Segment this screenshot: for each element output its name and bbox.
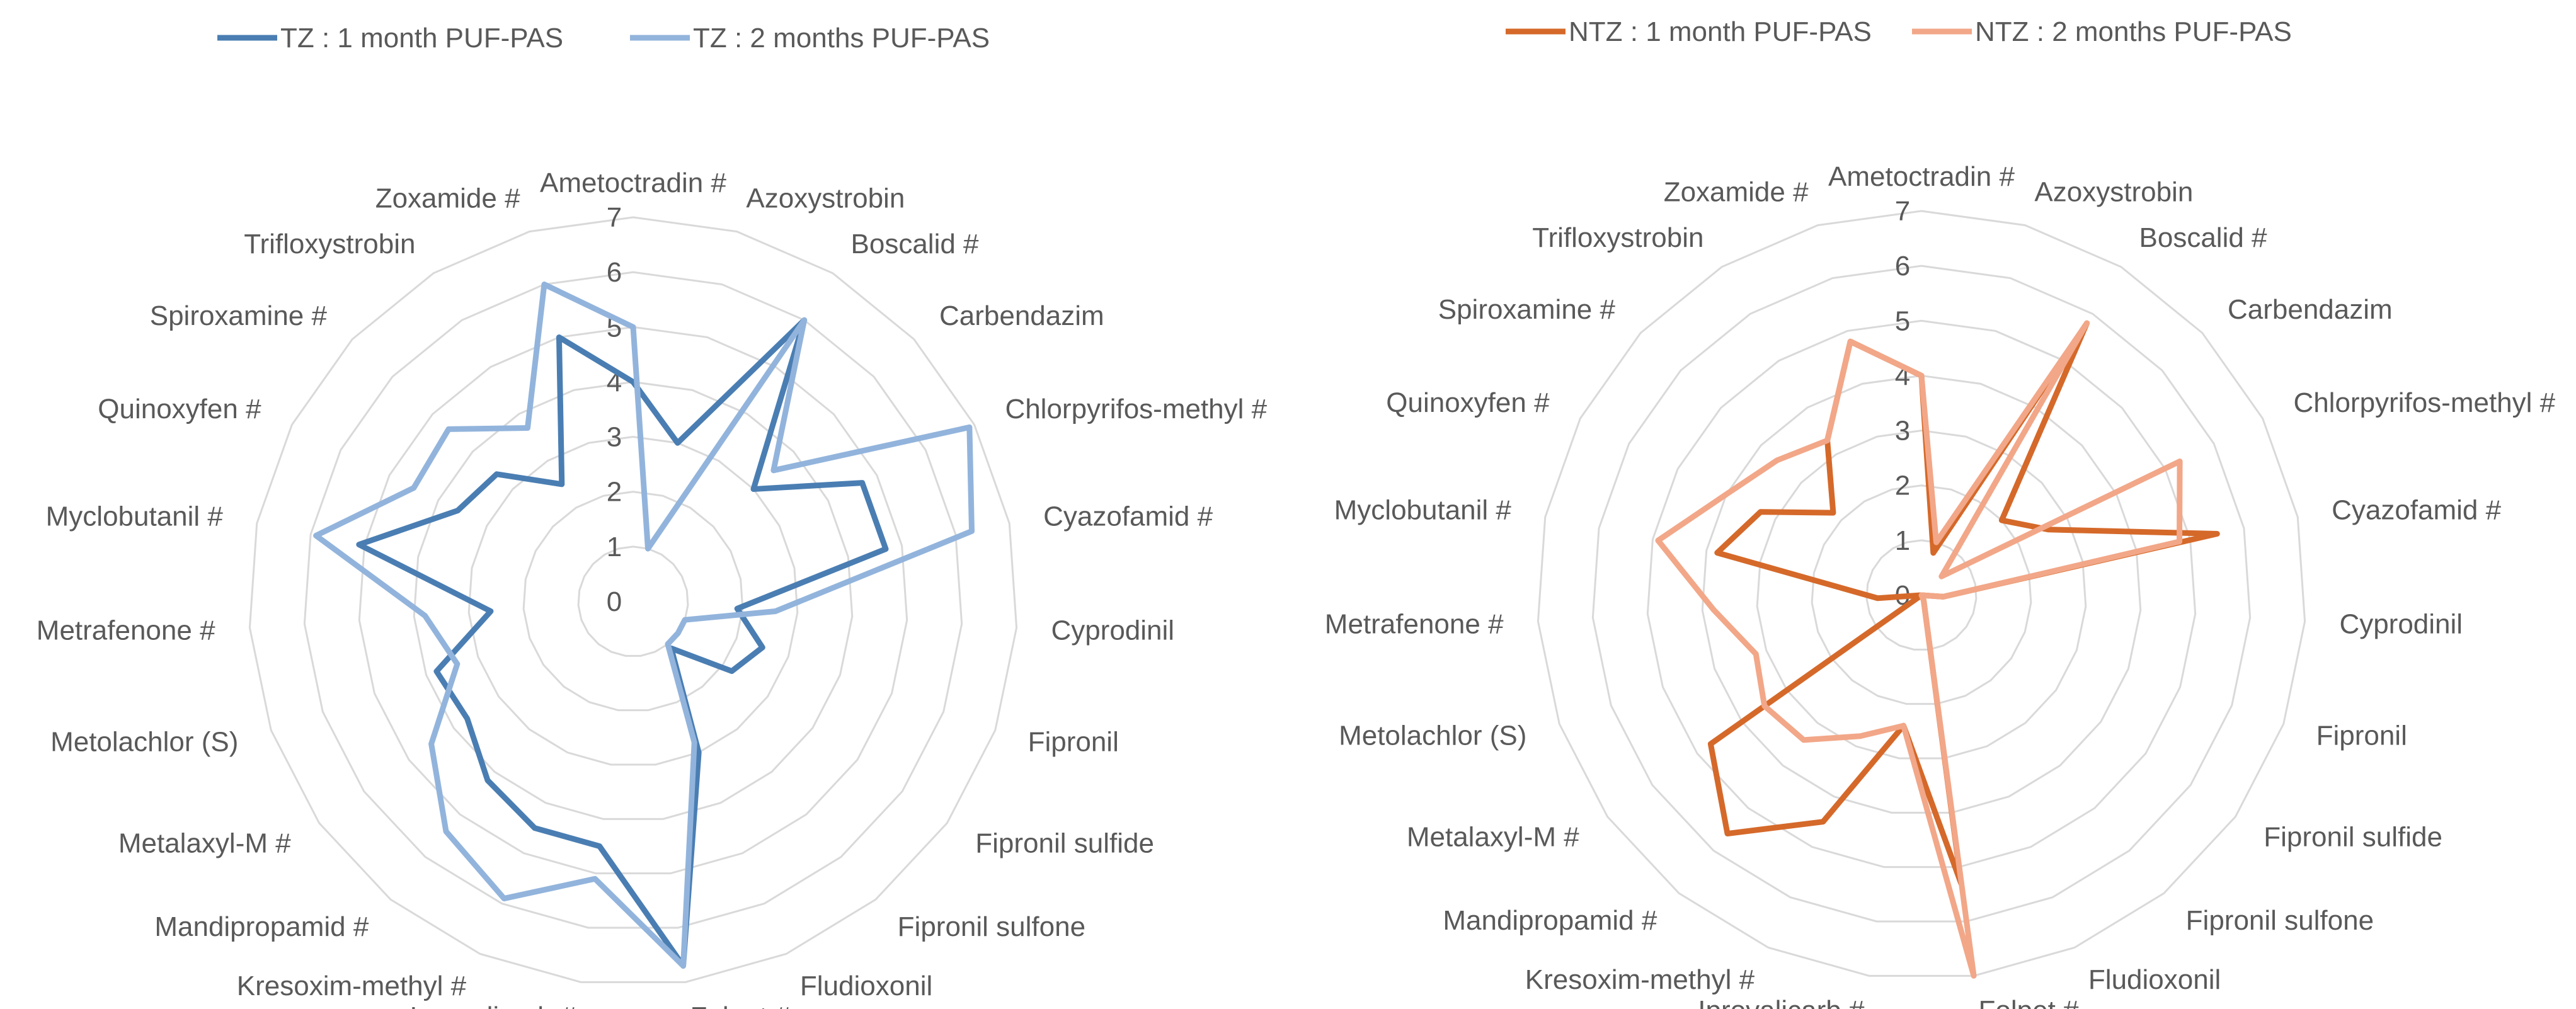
category-label-azoxystrobin: Azoxystrobin <box>2034 177 2193 208</box>
category-label-zoxamide: Zoxamide # <box>375 183 520 214</box>
category-label-metalaxyl-m: Metalaxyl-M # <box>1407 821 1579 852</box>
tick-label-2: 2 <box>1895 470 1910 501</box>
legend-label-ntz-2-months-puf-pas: NTZ : 2 months PUF-PAS <box>1975 16 2292 47</box>
category-label-fipronil-sulfide: Fipronil sulfide <box>975 828 1154 858</box>
grid-ring-1 <box>1865 539 1978 651</box>
tick-label-2: 2 <box>607 477 622 508</box>
category-label-metalaxyl-m: Metalaxyl-M # <box>118 828 291 858</box>
category-label-fipronil-sulfone: Fipronil sulfone <box>898 911 1085 942</box>
category-label-metrafenone: Metrafenone # <box>37 615 215 646</box>
category-label-carbendazim: Carbendazim <box>939 300 1104 331</box>
category-label-folpet: Folpet # <box>690 1001 791 1009</box>
tick-label-7: 7 <box>607 202 622 233</box>
category-label-cyprodinil: Cyprodinil <box>1051 615 1174 646</box>
category-label-fludioxonil: Fludioxonil <box>2088 964 2221 995</box>
category-label-chlorpyrifos-methyl: Chlorpyrifos-methyl # <box>1005 394 1267 425</box>
category-label-spiroxamine: Spiroxamine # <box>1438 294 1616 325</box>
category-label-quinoxyfen: Quinoxyfen # <box>98 394 261 425</box>
category-label-fipronil-sulfone: Fipronil sulfone <box>2186 905 2374 936</box>
legend-label-tz-2-months-puf-pas: TZ : 2 months PUF-PAS <box>693 23 990 54</box>
category-label-metrafenone: Metrafenone # <box>1325 608 1504 639</box>
legend-label-ntz-1-month-puf-pas: NTZ : 1 month PUF-PAS <box>1569 16 1872 47</box>
category-label-spiroxamine: Spiroxamine # <box>150 300 328 331</box>
grid-ring-5 <box>358 326 908 875</box>
grid-ring-3 <box>467 436 799 766</box>
category-label-trifloxystrobin: Trifloxystrobin <box>244 229 415 259</box>
category-label-cyprodinil: Cyprodinil <box>2339 608 2463 639</box>
category-label-cyazofamid: Cyazofamid # <box>1043 501 1213 532</box>
grid-ring-2 <box>522 491 744 712</box>
tick-label-6: 6 <box>607 257 622 288</box>
category-label-myclobutanil: Myclobutanil # <box>1334 495 1512 526</box>
series-line-tz-2-months-puf-pas <box>313 282 975 969</box>
tick-label-7: 7 <box>1895 196 1910 227</box>
legend-label-tz-1-month-puf-pas: TZ : 1 month PUF-PAS <box>280 23 563 54</box>
tick-label-3: 3 <box>1895 416 1910 447</box>
category-label-fludioxonil: Fludioxonil <box>800 971 932 1001</box>
category-label-iprovalicarb: Iprovalicarb # <box>1698 995 1865 1009</box>
tick-label-0: 0 <box>607 586 622 617</box>
grid-ring-4 <box>413 380 854 820</box>
category-label-cyazofamid: Cyazofamid # <box>2332 495 2502 526</box>
grid-ring-6 <box>1591 265 2252 923</box>
tick-label-1: 1 <box>607 532 622 562</box>
category-label-quinoxyfen: Quinoxyfen # <box>1386 387 1550 418</box>
series-line-ntz-2-months-puf-pas <box>1655 320 2183 979</box>
series-line-tz-1-month-puf-pas <box>356 317 889 969</box>
grid-ring-7 <box>248 216 1018 983</box>
category-label-metolachlor-s: Metolachlor (S) <box>1339 721 1526 751</box>
tick-label-1: 1 <box>1895 525 1910 556</box>
category-label-boscalid: Boscalid # <box>851 229 980 259</box>
category-label-iprovalicarb: Iprovalicarb # <box>409 1001 576 1009</box>
category-label-chlorpyrifos-methyl: Chlorpyrifos-methyl # <box>2293 387 2555 418</box>
grid-ring-4 <box>1701 374 2142 814</box>
category-label-boscalid: Boscalid # <box>2139 222 2268 253</box>
category-label-zoxamide: Zoxamide # <box>1664 177 1809 208</box>
tick-label-5: 5 <box>1895 305 1910 336</box>
category-label-trifloxystrobin: Trifloxystrobin <box>1532 222 1703 253</box>
category-label-azoxystrobin: Azoxystrobin <box>746 183 905 214</box>
grid-ring-1 <box>577 545 689 657</box>
category-label-myclobutanil: Myclobutanil # <box>46 501 224 532</box>
tick-label-3: 3 <box>607 422 622 453</box>
series-line-ntz-1-month-puf-pas <box>1707 320 2220 887</box>
category-label-metolachlor-s: Metolachlor (S) <box>50 727 238 758</box>
category-label-ametoctradin: Ametoctradin # <box>540 168 726 198</box>
category-label-ametoctradin: Ametoctradin # <box>1828 161 2015 192</box>
category-label-mandipropamid: Mandipropamid # <box>154 911 369 942</box>
category-label-mandipropamid: Mandipropamid # <box>1443 905 1657 936</box>
grid-ring-7 <box>1537 210 2306 977</box>
category-label-carbendazim: Carbendazim <box>2228 294 2393 325</box>
category-label-fipronil: Fipronil <box>2316 721 2407 751</box>
category-label-fipronil: Fipronil <box>1028 727 1119 758</box>
category-label-folpet: Folpet # <box>1979 995 2080 1009</box>
category-label-fipronil-sulfide: Fipronil sulfide <box>2264 821 2442 852</box>
grid-ring-5 <box>1646 319 2197 869</box>
category-label-kresoxim-methyl: Kresoxim-methyl # <box>1525 964 1755 995</box>
category-label-kresoxim-methyl: Kresoxim-methyl # <box>237 971 467 1001</box>
tick-label-6: 6 <box>1895 251 1910 282</box>
